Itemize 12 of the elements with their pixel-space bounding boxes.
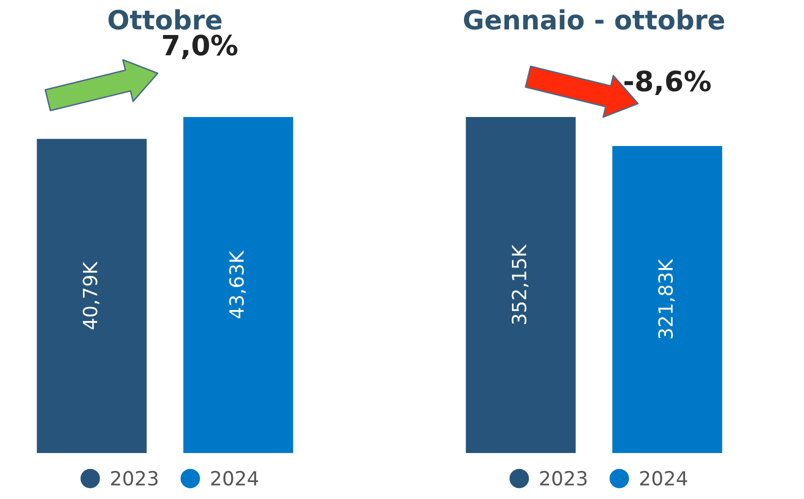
data-label: 321,83K	[658, 258, 675, 338]
legend-label: 2023	[111, 470, 158, 486]
legend-label: 2024	[640, 470, 688, 486]
legend-label: 2024	[211, 470, 258, 486]
legend-label: 2023	[540, 470, 587, 486]
chart-title: Gennaio - ottobre	[464, 9, 724, 30]
text: -8,6%	[624, 70, 711, 96]
data-label: 43,63K	[229, 250, 246, 318]
chart-title: Ottobre	[108, 9, 222, 30]
text: 7,0%	[163, 34, 238, 60]
data-label: 352,15K	[512, 244, 528, 324]
data-label: 40,79K	[82, 261, 100, 330]
